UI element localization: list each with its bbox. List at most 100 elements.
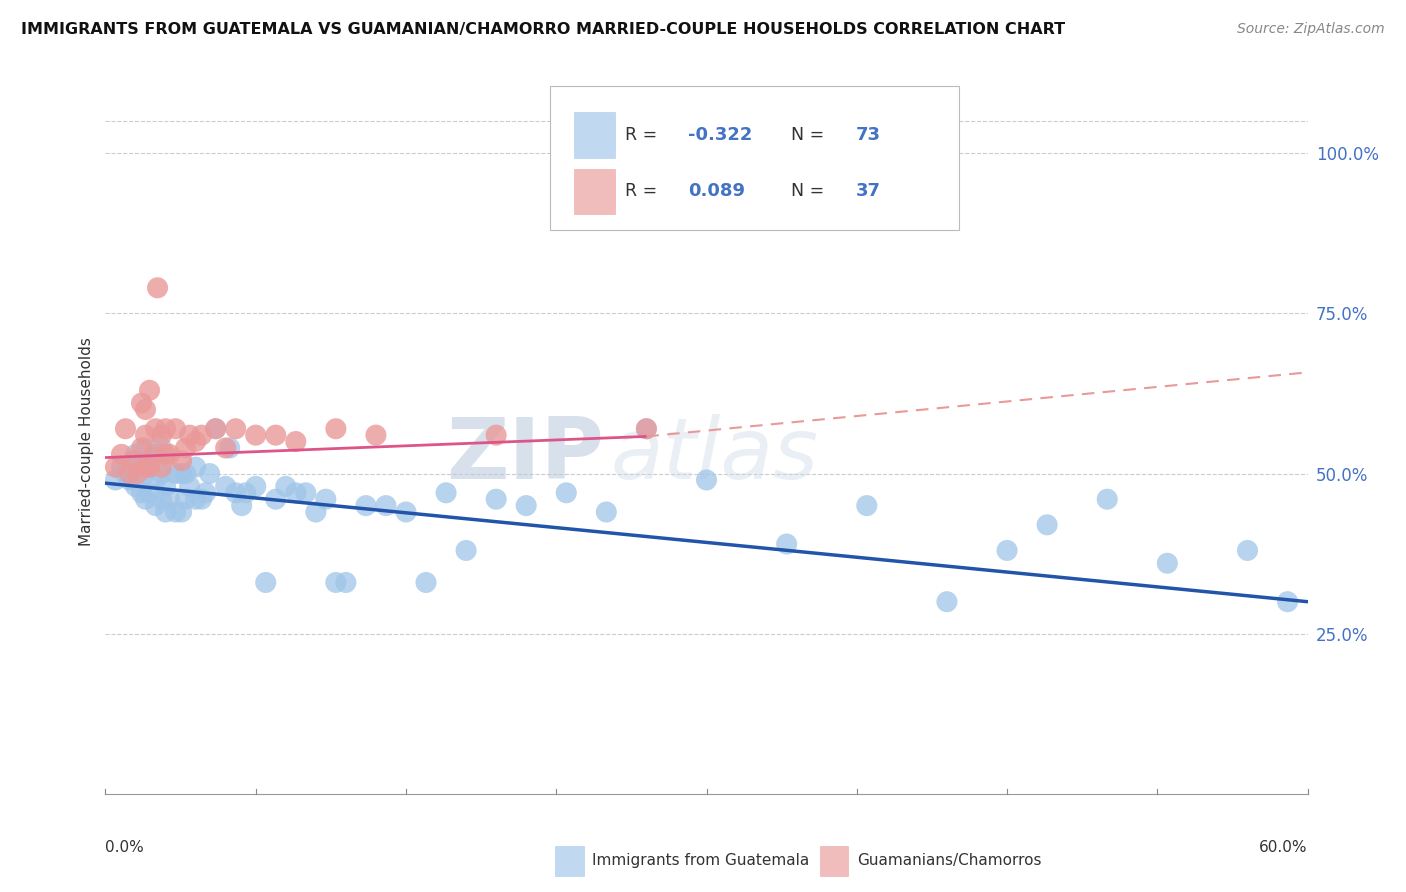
Point — [174, 441, 197, 455]
Text: Source: ZipAtlas.com: Source: ZipAtlas.com — [1237, 22, 1385, 37]
Point — [454, 543, 477, 558]
Point — [150, 428, 173, 442]
Point — [485, 428, 508, 442]
Point — [184, 492, 207, 507]
Point — [179, 428, 201, 442]
Point — [145, 422, 167, 436]
Point — [1036, 517, 1059, 532]
Point — [118, 467, 141, 481]
Point — [555, 485, 578, 500]
Point — [138, 384, 160, 398]
Point — [138, 460, 160, 475]
Point — [131, 454, 153, 468]
Point — [364, 428, 387, 442]
Point — [1277, 595, 1299, 609]
Point — [855, 499, 877, 513]
Text: N =: N = — [790, 126, 830, 144]
Point — [214, 441, 236, 455]
Point — [114, 467, 136, 481]
Point — [165, 467, 187, 481]
Point — [155, 479, 177, 493]
Text: R =: R = — [624, 126, 662, 144]
FancyBboxPatch shape — [574, 169, 616, 214]
Text: R =: R = — [624, 182, 662, 201]
Point — [225, 485, 247, 500]
Point — [135, 428, 157, 442]
Point — [595, 505, 617, 519]
Point — [174, 467, 197, 481]
Point — [165, 422, 187, 436]
Point — [485, 492, 508, 507]
Point — [110, 447, 132, 461]
Point — [131, 485, 153, 500]
Point — [131, 396, 153, 410]
Point — [122, 454, 145, 468]
Point — [135, 460, 157, 475]
Point — [165, 505, 187, 519]
Text: Guamanians/Chamorros: Guamanians/Chamorros — [856, 854, 1042, 868]
Point — [135, 467, 157, 481]
Point — [776, 537, 799, 551]
Point — [190, 428, 212, 442]
Text: ZIP: ZIP — [447, 414, 605, 497]
Text: 0.089: 0.089 — [689, 182, 745, 201]
Point — [146, 281, 169, 295]
Text: 60.0%: 60.0% — [1260, 839, 1308, 855]
Point — [135, 441, 157, 455]
Point — [515, 499, 537, 513]
Point — [245, 479, 267, 493]
Point — [235, 485, 257, 500]
Point — [104, 473, 127, 487]
Point — [264, 492, 287, 507]
Point — [159, 447, 181, 461]
Point — [114, 422, 136, 436]
Point — [936, 595, 959, 609]
Point — [131, 441, 153, 455]
Point — [190, 492, 212, 507]
Point — [395, 505, 418, 519]
Point — [434, 485, 457, 500]
Text: Immigrants from Guatemala: Immigrants from Guatemala — [592, 854, 810, 868]
Point — [354, 499, 377, 513]
Point — [194, 485, 217, 500]
Point — [135, 402, 157, 417]
Point — [218, 441, 240, 455]
Point — [264, 428, 287, 442]
Point — [284, 434, 307, 449]
Point — [150, 441, 173, 455]
Point — [110, 460, 132, 475]
Point — [155, 505, 177, 519]
Point — [184, 434, 207, 449]
Point — [135, 492, 157, 507]
Point — [179, 479, 201, 493]
FancyBboxPatch shape — [820, 846, 848, 876]
Point — [245, 428, 267, 442]
Point — [198, 467, 221, 481]
Point — [374, 499, 398, 513]
Point — [145, 473, 167, 487]
Point — [295, 485, 318, 500]
Point — [145, 499, 167, 513]
Point — [1156, 556, 1178, 570]
Point — [204, 422, 226, 436]
Point — [696, 473, 718, 487]
Point — [170, 505, 193, 519]
Point — [995, 543, 1018, 558]
Point — [127, 467, 149, 481]
Point — [104, 460, 127, 475]
Point — [170, 467, 193, 481]
Point — [415, 575, 437, 590]
Point — [214, 479, 236, 493]
Point — [124, 479, 146, 493]
Point — [150, 467, 173, 481]
Text: 0.0%: 0.0% — [105, 839, 145, 855]
Point — [254, 575, 277, 590]
Point — [1236, 543, 1258, 558]
Point — [124, 447, 146, 461]
Point — [170, 454, 193, 468]
FancyBboxPatch shape — [550, 86, 959, 230]
Text: N =: N = — [790, 182, 830, 201]
Point — [1097, 492, 1119, 507]
Point — [284, 485, 307, 500]
Text: 73: 73 — [856, 126, 880, 144]
